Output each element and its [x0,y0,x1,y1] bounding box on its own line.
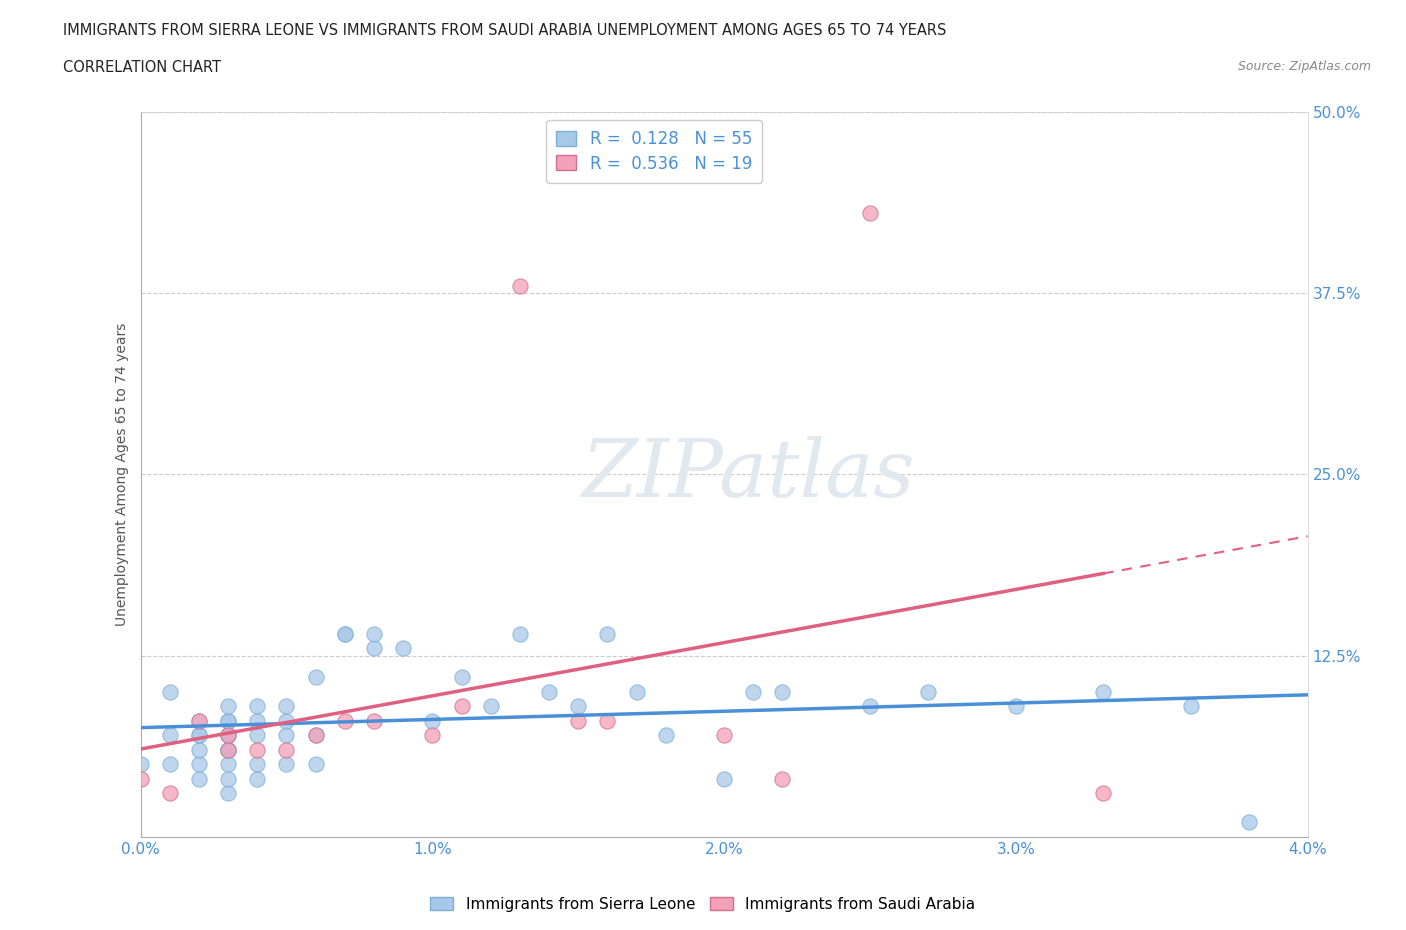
Point [509,278,531,293]
Point [159,728,181,743]
Point [392,641,415,656]
Point [742,684,765,699]
Point [159,684,181,699]
Point [188,728,211,743]
Point [1239,815,1261,830]
Point [333,627,356,642]
Point [596,713,619,728]
Point [450,699,472,714]
Point [1180,699,1202,714]
Point [159,757,181,772]
Point [217,757,239,772]
Point [217,742,239,757]
Point [1004,699,1026,714]
Point [246,757,269,772]
Point [129,757,152,772]
Point [276,728,298,743]
Point [917,684,939,699]
Point [713,728,735,743]
Point [217,713,239,728]
Point [188,772,211,787]
Point [363,641,385,656]
Point [304,728,326,743]
Point [859,206,882,220]
Point [188,757,211,772]
Text: IMMIGRANTS FROM SIERRA LEONE VS IMMIGRANTS FROM SAUDI ARABIA UNEMPLOYMENT AMONG : IMMIGRANTS FROM SIERRA LEONE VS IMMIGRAN… [63,23,946,38]
Point [333,713,356,728]
Y-axis label: Unemployment Among Ages 65 to 74 years: Unemployment Among Ages 65 to 74 years [115,323,129,626]
Point [479,699,502,714]
Point [217,728,239,743]
Text: CORRELATION CHART: CORRELATION CHART [63,60,221,75]
Point [188,728,211,743]
Point [363,713,385,728]
Point [217,728,239,743]
Point [246,699,269,714]
Point [363,627,385,642]
Point [1092,786,1115,801]
Point [626,684,648,699]
Point [246,728,269,743]
Point [217,699,239,714]
Point [129,772,152,787]
Point [217,742,239,757]
Point [770,684,793,699]
Point [276,713,298,728]
Point [188,713,211,728]
Point [217,742,239,757]
Point [450,670,472,684]
Point [567,713,589,728]
Point [509,627,531,642]
Point [304,728,326,743]
Text: ZIPatlas: ZIPatlas [581,435,914,513]
Point [422,713,444,728]
Point [859,699,882,714]
Point [276,699,298,714]
Point [188,742,211,757]
Point [713,772,735,787]
Point [188,713,211,728]
Point [276,757,298,772]
Point [304,757,326,772]
Point [1092,684,1115,699]
Point [770,772,793,787]
Point [596,627,619,642]
Legend: Immigrants from Sierra Leone, Immigrants from Saudi Arabia: Immigrants from Sierra Leone, Immigrants… [425,890,981,918]
Point [246,742,269,757]
Point [304,670,326,684]
Point [655,728,678,743]
Point [217,772,239,787]
Point [217,728,239,743]
Point [246,713,269,728]
Text: Source: ZipAtlas.com: Source: ZipAtlas.com [1237,60,1371,73]
Point [217,786,239,801]
Point [217,713,239,728]
Point [246,772,269,787]
Point [422,728,444,743]
Legend: R =  0.128   N = 55, R =  0.536   N = 19: R = 0.128 N = 55, R = 0.536 N = 19 [546,120,762,182]
Point [276,742,298,757]
Point [333,627,356,642]
Point [567,699,589,714]
Point [537,684,560,699]
Point [159,786,181,801]
